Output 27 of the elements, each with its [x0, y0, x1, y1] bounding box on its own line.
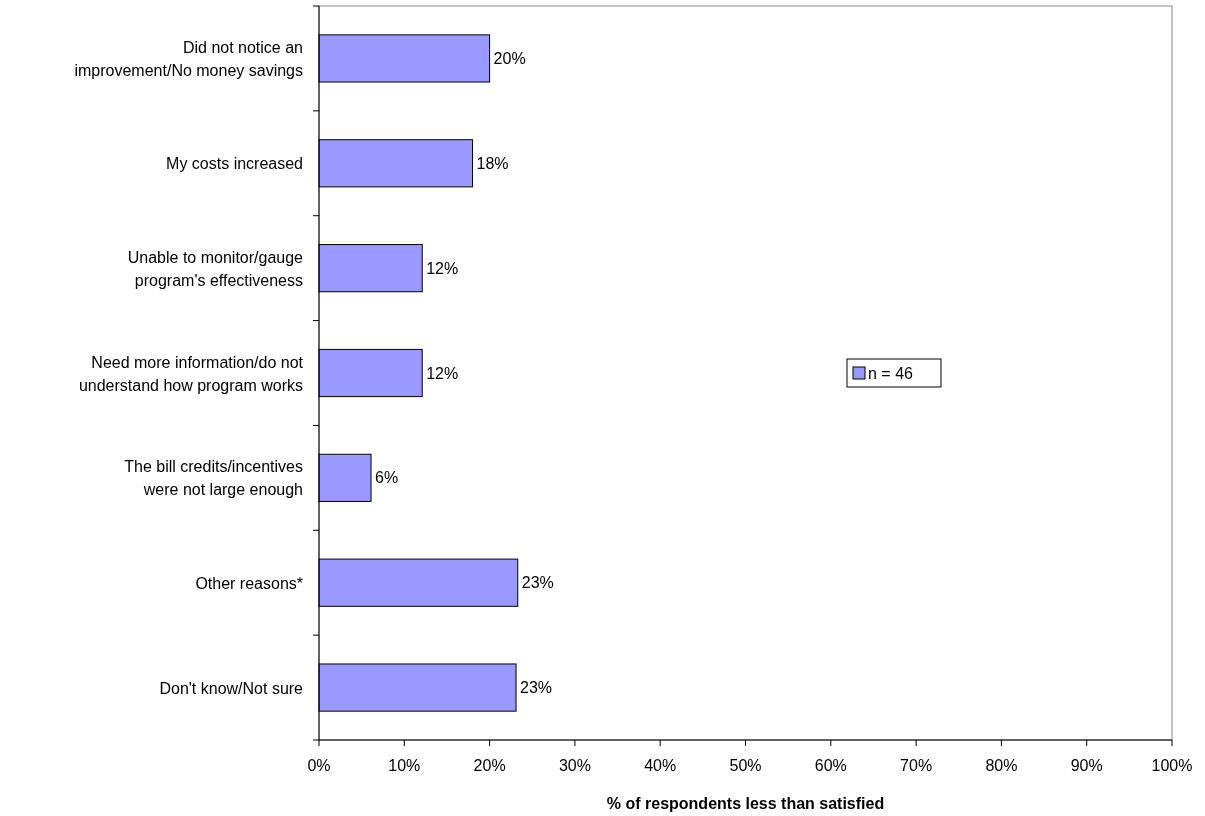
x-tick-label: 30% [558, 757, 591, 774]
x-tick-label: 60% [814, 757, 847, 774]
y-tick-label: Did not notice an improvement/No money savings [74, 38, 303, 79]
y-tick-label: Unable to monitor/gauge program's effectiveness [127, 248, 304, 289]
y-tick-label: My costs increased [166, 155, 303, 173]
legend-label: n = 46 [868, 364, 914, 382]
y-tick-label: Need more information/do not understand how program works [78, 353, 304, 394]
x-tick-label: 20% [473, 757, 506, 774]
x-tick-label: 90% [1070, 757, 1103, 774]
x-tick-label: 0% [307, 757, 331, 774]
y-tick-label: Other reasons* [195, 574, 303, 592]
data-label: 23% [521, 574, 554, 592]
data-label: 20% [493, 49, 526, 67]
x-tick-label: 80% [985, 757, 1018, 774]
data-label: 6% [375, 469, 399, 487]
y-tick-label: Don't know/Not sure [159, 679, 304, 697]
x-tick-label: 70% [900, 757, 933, 774]
data-label: 18% [476, 154, 509, 172]
data-label: 12% [426, 364, 459, 382]
y-tick-label: The bill credits/incentives were not large enough [124, 458, 303, 499]
x-tick-label: 40% [644, 757, 677, 774]
x-axis-title: % of respondents less than satisfied [606, 795, 885, 812]
x-tick-label: 10% [388, 757, 421, 774]
data-label: 23% [520, 679, 553, 697]
x-tick-label: 100% [1151, 757, 1193, 774]
x-tick-label: 50% [729, 757, 762, 774]
data-label: 12% [426, 259, 459, 277]
